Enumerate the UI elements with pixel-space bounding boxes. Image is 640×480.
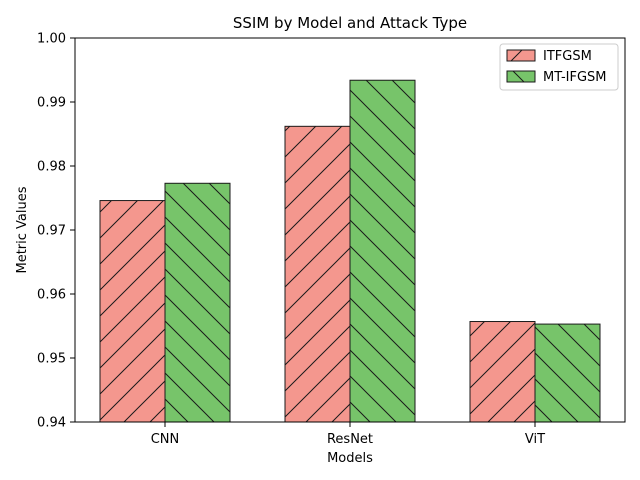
legend: ITFGSM MT-IFGSM — [499, 43, 619, 91]
bar-hatch-mt-ifgsm-resnet — [349, 79, 416, 423]
y-axis: 0.94 0.95 0.96 0.97 0.98 0.99 1.00 — [37, 32, 75, 431]
legend-label-mt-ifgsm: MT-IFGSM — [543, 70, 607, 85]
y-tick-label: 0.99 — [37, 96, 66, 111]
y-tick-label: 1.00 — [37, 32, 66, 47]
x-tick-label: CNN — [151, 432, 180, 447]
y-tick-label: 0.96 — [37, 288, 66, 303]
legend-swatch-hatch-mt-ifgsm — [506, 70, 536, 83]
x-axis-title: Models — [327, 451, 373, 466]
bar-hatch-itfgsm-resnet — [284, 125, 351, 423]
x-tick-label: ViT — [525, 432, 545, 447]
legend-label-itfgsm: ITFGSM — [543, 49, 592, 64]
bars-group — [99, 79, 601, 423]
bar-hatch-itfgsm-cnn — [99, 200, 166, 423]
bar-hatch-mt-ifgsm-cnn — [164, 182, 231, 423]
y-tick-label: 0.94 — [37, 416, 66, 431]
y-tick-label: 0.95 — [37, 352, 66, 367]
legend-swatch-hatch-itfgsm — [506, 49, 536, 62]
x-tick-label: ResNet — [327, 432, 373, 447]
chart-title: SSIM by Model and Attack Type — [233, 14, 467, 32]
y-axis-title: Metric Values — [15, 186, 30, 273]
plot-frame — [74, 37, 626, 423]
bar-hatch-mt-ifgsm-vit — [534, 323, 601, 423]
x-axis: CNN ResNet ViT — [151, 422, 545, 447]
y-tick-label: 0.97 — [37, 224, 66, 239]
bar-hatch-itfgsm-vit — [469, 321, 536, 423]
y-tick-label: 0.98 — [37, 160, 66, 175]
